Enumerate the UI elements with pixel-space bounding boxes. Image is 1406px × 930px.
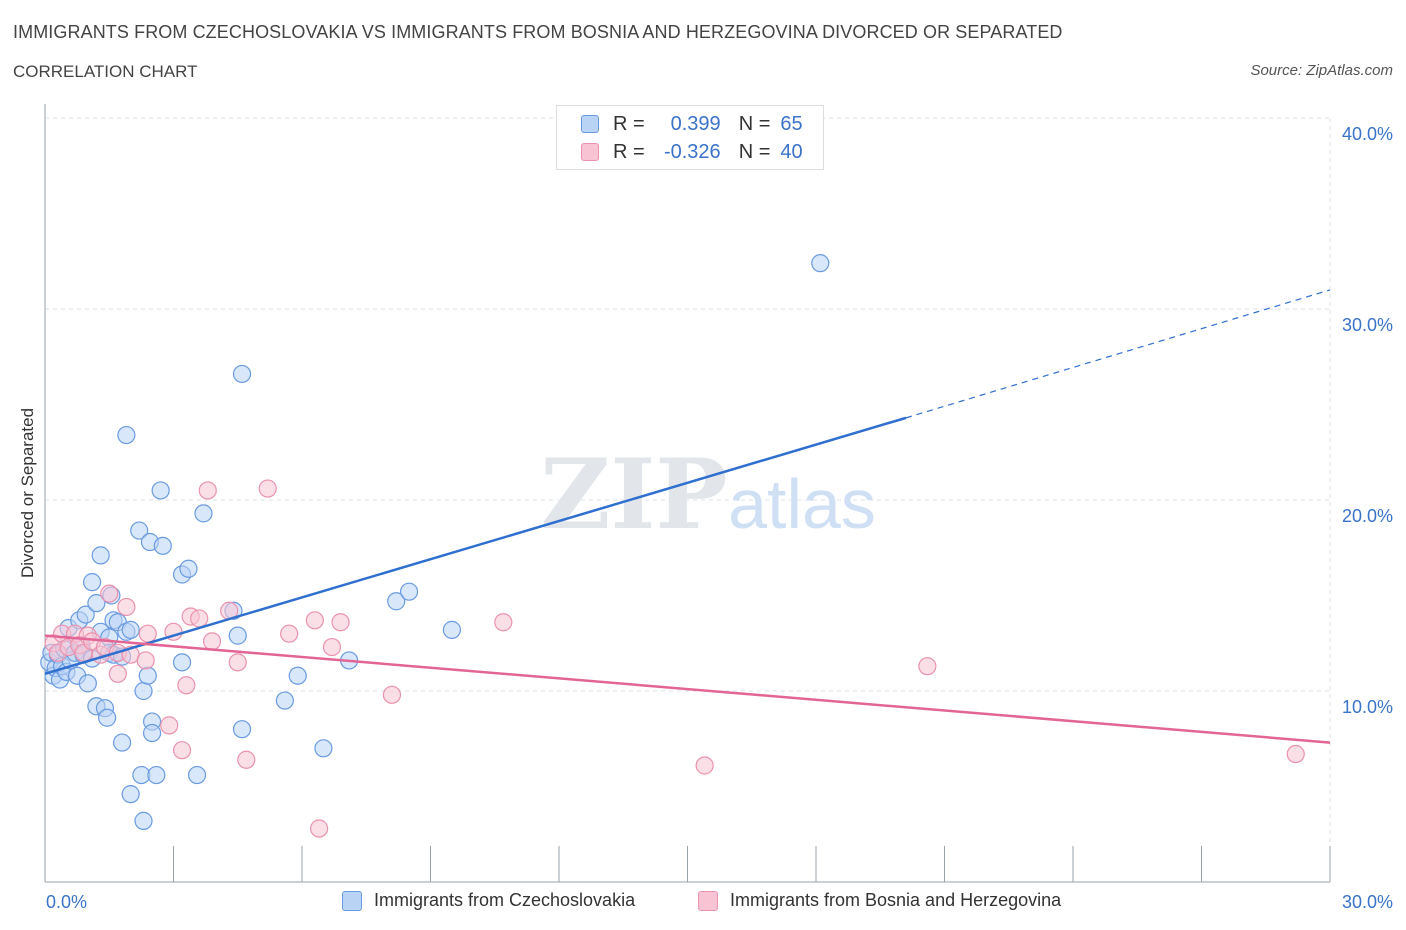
point-czechoslovakia [179, 559, 198, 578]
point-czechoslovakia [232, 720, 252, 739]
legend-r-label: R = [613, 112, 645, 135]
legend-r-label: R = [613, 140, 645, 163]
source-label: Source: ZipAtlas.com [1250, 62, 1393, 79]
trend-line-bosnia [44, 634, 1331, 744]
point-czechoslovakia [153, 536, 172, 555]
point-czechoslovakia [117, 425, 136, 445]
point-czechoslovakia [87, 594, 106, 613]
point-bosnia [322, 637, 342, 657]
point-bosnia [918, 657, 937, 676]
point-bosnia [695, 756, 714, 775]
legend-n-value: 40 [780, 140, 803, 163]
legend-n-label: N = [738, 112, 771, 135]
point-bosnia [237, 750, 256, 769]
watermark-atlas: atlas [728, 465, 876, 543]
chart-title: IMMIGRANTS FROM CZECHOSLOVAKIA VS IMMIGR… [13, 22, 1063, 42]
tick-labels: 10.0% 20.0% 30.0% 40.0% 0.0% 30.0% [46, 124, 1393, 912]
point-czechoslovakia [91, 546, 110, 565]
chart-subtitle: CORRELATION CHART [13, 62, 198, 81]
point-bosnia [305, 611, 324, 630]
legend-r-value: 0.399 [670, 112, 721, 135]
point-bosnia [100, 584, 119, 603]
watermark-zip: ZIP [540, 438, 727, 551]
watermark: ZIP atlas [540, 438, 876, 551]
point-bosnia [310, 819, 329, 838]
point-czechoslovakia [147, 765, 166, 785]
trend-lines [44, 289, 1331, 744]
point-bosnia [117, 597, 136, 617]
point-czechoslovakia [134, 811, 153, 830]
trend-line-czechoslovakia [44, 416, 907, 676]
point-czechoslovakia [387, 592, 406, 611]
point-bosnia [228, 653, 247, 672]
legend-n-label: N = [738, 140, 771, 163]
point-czechoslovakia [134, 681, 153, 701]
point-bosnia [177, 676, 196, 695]
point-bosnia [280, 624, 299, 643]
point-czechoslovakia [811, 254, 830, 273]
trend-line-czechoslovakia-projection [905, 289, 1331, 419]
y-tick-label: 20.0% [1342, 506, 1393, 526]
point-bosnia [160, 716, 179, 735]
point-czechoslovakia [78, 674, 97, 693]
bottom-legend-item-bosnia: Immigrants from Bosnia and Herzegovina [698, 890, 1061, 911]
point-czechoslovakia [130, 521, 149, 540]
point-czechoslovakia [142, 723, 162, 743]
point-czechoslovakia [121, 785, 140, 804]
point-czechoslovakia [76, 605, 95, 624]
point-czechoslovakia [399, 582, 419, 601]
point-czechoslovakia [187, 765, 207, 785]
point-czechoslovakia [275, 691, 294, 710]
y-tick-label: 40.0% [1342, 124, 1393, 144]
point-bosnia [202, 632, 222, 651]
point-czechoslovakia [232, 364, 252, 384]
y-tick-label: 30.0% [1342, 315, 1393, 335]
legend-n-value: 65 [780, 112, 803, 135]
point-bosnia [108, 664, 127, 683]
point-czechoslovakia [151, 481, 170, 500]
legend-r-value: -0.326 [663, 140, 721, 163]
point-czechoslovakia [138, 666, 157, 685]
point-czechoslovakia [442, 620, 462, 639]
axes [44, 104, 1331, 883]
point-bosnia [198, 481, 217, 500]
point-czechoslovakia [288, 666, 307, 685]
point-czechoslovakia [314, 739, 333, 758]
bottom-legend-label-czechoslovakia: Immigrants from Czechoslovakia [374, 890, 636, 910]
point-bosnia [382, 685, 402, 704]
point-czechoslovakia [112, 733, 132, 752]
point-bosnia [136, 651, 155, 670]
legend-row-bosnia: R = -0.326 N = 40 [581, 140, 803, 164]
point-bosnia [138, 624, 157, 643]
y-tick-label: 10.0% [1342, 697, 1393, 717]
point-bosnia [172, 741, 192, 760]
point-bosnia [258, 479, 277, 498]
point-bosnia [190, 609, 209, 628]
point-czechoslovakia [121, 620, 140, 639]
bottom-legend-swatch-pink [698, 890, 718, 911]
point-czechoslovakia [194, 504, 213, 523]
point-bosnia [1286, 744, 1305, 764]
data-points [40, 254, 1305, 838]
x-tick-label: 30.0% [1342, 892, 1393, 912]
bottom-legend-label-bosnia: Immigrants from Bosnia and Herzegovina [730, 890, 1062, 910]
legend-swatch-blue [581, 115, 599, 133]
correlation-legend: R = 0.399 N = 65 R = -0.326 N = 40 [556, 105, 824, 170]
point-czechoslovakia [83, 573, 102, 592]
point-czechoslovakia [228, 626, 247, 645]
bottom-legend-item-czechoslovakia: Immigrants from Czechoslovakia [342, 890, 635, 911]
point-czechoslovakia [172, 653, 192, 672]
point-czechoslovakia [98, 708, 117, 727]
x-tick-label: 0.0% [46, 892, 87, 912]
bottom-legend-swatch-blue [342, 890, 362, 911]
legend-row-czechoslovakia: R = 0.399 N = 65 [581, 112, 803, 136]
point-bosnia [494, 613, 513, 632]
point-bosnia [331, 613, 350, 632]
legend-swatch-pink [581, 143, 599, 161]
